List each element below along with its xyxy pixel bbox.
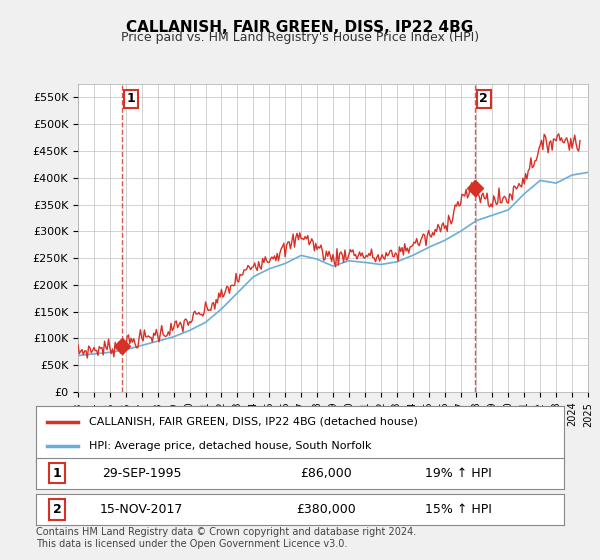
Text: Contains HM Land Registry data © Crown copyright and database right 2024.
This d: Contains HM Land Registry data © Crown c… [36,527,416,549]
Text: 2: 2 [479,92,488,105]
Text: £86,000: £86,000 [301,466,352,480]
Text: 19% ↑ HPI: 19% ↑ HPI [425,466,492,480]
Text: 15-NOV-2017: 15-NOV-2017 [100,503,183,516]
Text: 15% ↑ HPI: 15% ↑ HPI [425,503,492,516]
Text: 1: 1 [127,92,136,105]
Text: CALLANISH, FAIR GREEN, DISS, IP22 4BG (detached house): CALLANISH, FAIR GREEN, DISS, IP22 4BG (d… [89,417,418,427]
Text: Price paid vs. HM Land Registry's House Price Index (HPI): Price paid vs. HM Land Registry's House … [121,31,479,44]
Text: 2: 2 [53,503,61,516]
Text: 29-SEP-1995: 29-SEP-1995 [102,466,181,480]
Text: CALLANISH, FAIR GREEN, DISS, IP22 4BG: CALLANISH, FAIR GREEN, DISS, IP22 4BG [127,20,473,35]
Text: 1: 1 [53,466,61,480]
Text: £380,000: £380,000 [296,503,356,516]
Text: HPI: Average price, detached house, South Norfolk: HPI: Average price, detached house, Sout… [89,441,371,451]
